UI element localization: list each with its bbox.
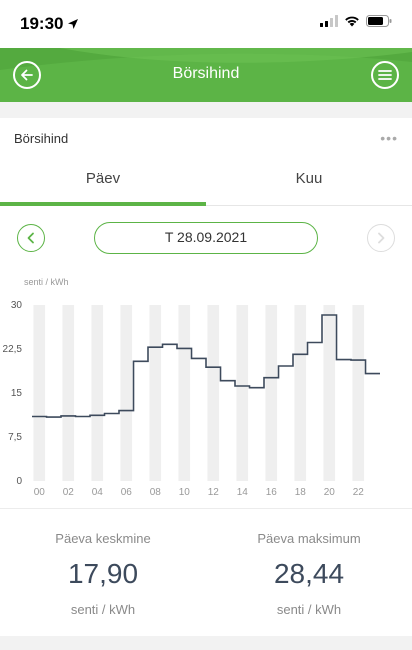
price-card: Börsihind ••• Päev Kuu T 28.09.2021 sent… [0,118,412,636]
chart-hour-band [91,305,104,481]
x-tick-label: 00 [34,487,46,498]
header-wave-decoration [0,48,412,70]
tab-active-indicator [0,202,206,206]
tab-day[interactable]: Päev [85,170,121,187]
chart-hour-band [33,305,46,481]
chart-hour-band [207,305,220,481]
y-tick-label: 7,5 [8,432,22,443]
divider [0,508,412,509]
status-bar: 19:30 [0,0,412,48]
daily-average-value: 17,90 [67,558,139,589]
menu-button[interactable] [371,61,399,89]
menu-icon [378,70,392,80]
battery-icon [366,15,392,27]
x-tick-label: 22 [353,487,365,498]
chart-hour-band [120,305,133,481]
y-tick-label: 0 [16,476,22,487]
y-tick-label: 15 [11,388,23,399]
cellular-signal-icon [320,15,338,27]
x-tick-label: 02 [63,487,75,498]
chart-hour-band [236,305,249,481]
location-arrow-icon [68,19,79,29]
daily-average-label: Päeva keskmine [55,531,151,546]
x-tick-label: 04 [92,487,104,498]
chart-hour-band [294,305,307,481]
x-tick-label: 20 [324,487,336,498]
x-tick-label: 18 [295,487,307,498]
daily-average-unit: senti / kWh [70,602,136,617]
next-day-button[interactable] [367,224,395,252]
wifi-icon [345,16,359,27]
chart-y-axis-label: senti / kWh [24,277,69,287]
period-tabs: Päev Kuu [0,160,412,206]
arrow-left-icon [21,69,33,81]
x-tick-label: 06 [121,487,133,498]
card-title: Börsihind [14,131,69,146]
status-time: 19:30 [20,14,64,33]
y-tick-label: 22,5 [3,344,23,355]
x-tick-label: 14 [237,487,249,498]
app-header: Börsihind [0,48,412,102]
back-button[interactable] [13,61,41,89]
chart-hour-band [62,305,75,481]
daily-average: Päeva keskmine 17,90 senti / kWh [0,531,206,617]
daily-maximum-value: 28,44 [273,558,345,589]
page-title: Börsihind [172,65,240,82]
date-picker-button[interactable]: T 28.09.2021 [94,222,318,254]
date-selector: T 28.09.2021 [0,222,412,254]
chevron-right-icon [378,232,385,244]
daily-maximum-unit: senti / kWh [276,602,342,617]
daily-maximum-label: Päeva maksimum [257,531,361,546]
chart-hour-band [149,305,162,481]
x-tick-label: 12 [208,487,220,498]
chart-hour-band [265,305,278,481]
y-tick-label: 30 [11,300,23,311]
price-series-line [32,314,380,418]
chevron-left-icon [27,232,34,244]
chart-hour-band [178,305,191,481]
x-tick-label: 10 [179,487,191,498]
x-tick-label: 08 [150,487,162,498]
chart-hour-band [352,305,365,481]
x-tick-label: 16 [266,487,278,498]
daily-maximum: Päeva maksimum 28,44 senti / kWh [206,531,412,617]
chart-hour-band [323,305,336,481]
tab-month[interactable]: Kuu [295,170,323,187]
previous-day-button[interactable] [17,224,45,252]
price-chart: senti / kWh 0 7,5 15 22,5 30 00 02 04 06 08 10 12 14… [3,277,380,498]
more-options-button[interactable]: ••• [380,130,398,146]
